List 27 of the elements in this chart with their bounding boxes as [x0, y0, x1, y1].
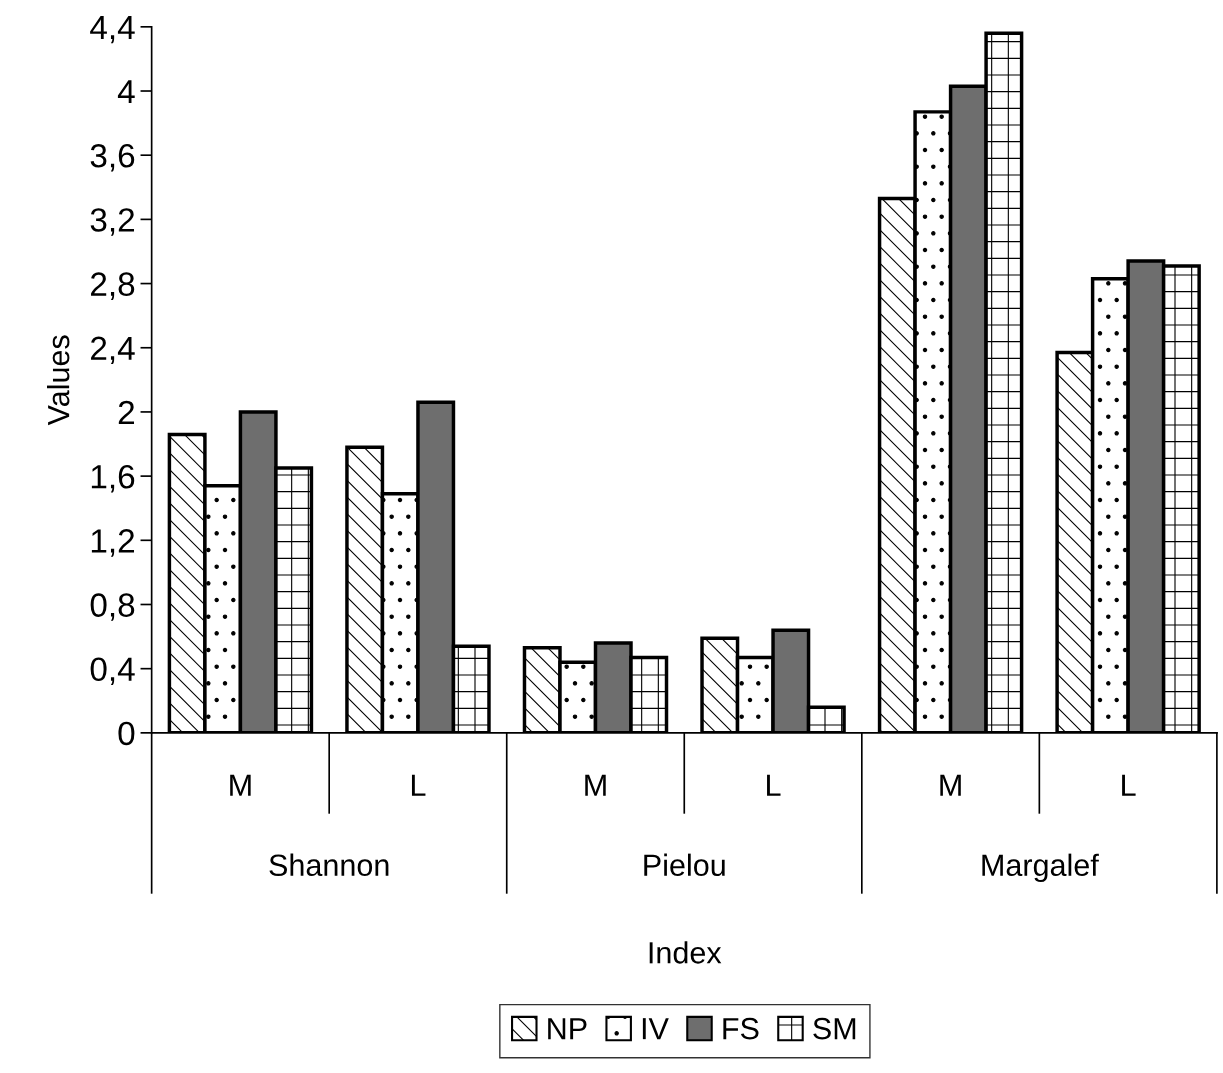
legend-label: SM: [813, 1017, 856, 1040]
y-tick-label: 0: [118, 721, 135, 746]
x-tick-label: L: [411, 774, 426, 796]
y-tick-label: 3,6: [90, 144, 135, 172]
text: Margalef: [982, 853, 1099, 883]
y-tick-label: 2,4: [91, 336, 135, 365]
x-tick-label: M: [585, 774, 606, 796]
legend-label: IV: [642, 1018, 669, 1040]
y-tick-label: 4,4: [90, 15, 135, 44]
y-tick-label: 1,2: [91, 529, 135, 557]
text: Pielou: [644, 853, 725, 877]
text: Shannon: [269, 853, 389, 877]
x-tick-label: M: [940, 774, 961, 796]
x-axis-title: Index: [649, 941, 722, 964]
y-tick-label: 2,8: [91, 272, 135, 300]
y-tick-label: 1,6: [91, 464, 135, 493]
y-tick-label: 0,4: [90, 657, 135, 686]
x-tick-label: M: [230, 774, 251, 796]
y-tick-label: 4: [117, 80, 135, 104]
legend-label: FS: [723, 1017, 759, 1040]
y-tick-label: 2: [118, 400, 135, 425]
y-axis-title: Values: [46, 335, 70, 426]
legend-label: NP: [548, 1018, 587, 1040]
x-tick-label: L: [1122, 774, 1136, 796]
x-tick-label: L: [767, 774, 781, 796]
y-tick-label: 3,2: [90, 208, 135, 236]
y-tick-label: 0,8: [90, 593, 135, 621]
